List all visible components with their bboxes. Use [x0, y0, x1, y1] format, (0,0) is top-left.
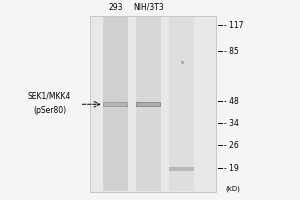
Text: (pSer80): (pSer80): [33, 106, 66, 115]
Text: - 48: - 48: [224, 97, 238, 106]
Bar: [103, 102, 128, 107]
Bar: [136, 17, 161, 191]
Bar: [104, 103, 127, 106]
Text: (kD): (kD): [225, 186, 240, 192]
Text: - 34: - 34: [224, 119, 238, 128]
Bar: [169, 167, 194, 171]
Bar: [136, 102, 161, 107]
Text: - 85: - 85: [224, 47, 238, 56]
Bar: [137, 103, 160, 106]
Text: - 117: - 117: [224, 21, 243, 30]
Text: - 26: - 26: [224, 141, 238, 150]
Bar: [103, 17, 128, 191]
Text: SEK1/MKK4: SEK1/MKK4: [28, 92, 71, 101]
Bar: [90, 16, 216, 192]
Text: NIH/3T3: NIH/3T3: [133, 3, 164, 12]
Text: 293: 293: [108, 3, 123, 12]
Bar: [169, 17, 194, 191]
Text: - 19: - 19: [224, 164, 238, 173]
